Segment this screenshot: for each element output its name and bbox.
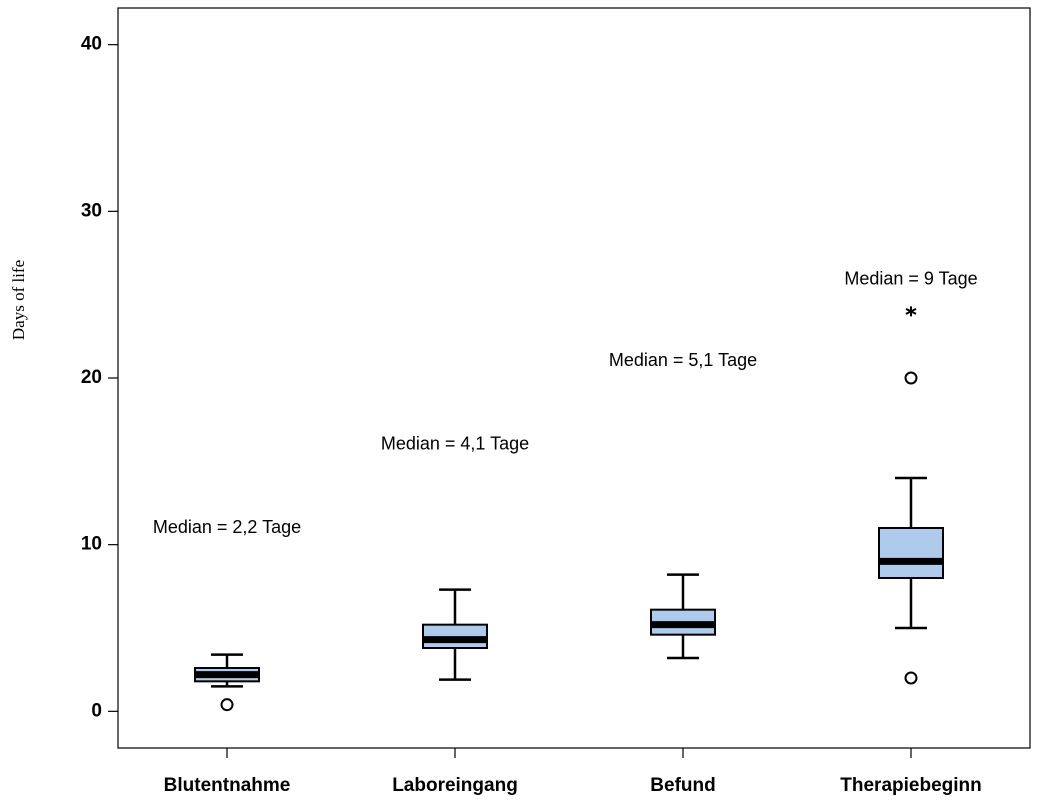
y-axis-label: Days of life — [9, 260, 28, 340]
annotation: Median = 4,1 Tage — [381, 433, 529, 453]
outlier — [220, 698, 234, 712]
x-tick-label: Befund — [650, 775, 715, 796]
x-tick-label: Blutentnahme — [164, 775, 291, 796]
y-tick-label: 10 — [81, 534, 102, 555]
outlier — [904, 671, 918, 685]
y-tick-label: 0 — [91, 700, 102, 721]
y-tick-label: 40 — [81, 34, 102, 55]
annotation: Median = 9 Tage — [844, 268, 977, 288]
annotation: Median = 2,2 Tage — [153, 517, 301, 537]
outlier — [904, 371, 918, 385]
y-tick-label: 30 — [81, 200, 102, 221]
x-tick-label: Therapiebeginn — [840, 775, 981, 796]
x-tick-label: Laboreingang — [392, 775, 518, 796]
annotation: Median = 5,1 Tage — [609, 350, 757, 370]
extreme — [905, 306, 917, 317]
box — [878, 527, 944, 579]
y-tick-label: 20 — [81, 367, 102, 388]
plot-frame — [117, 7, 1031, 749]
